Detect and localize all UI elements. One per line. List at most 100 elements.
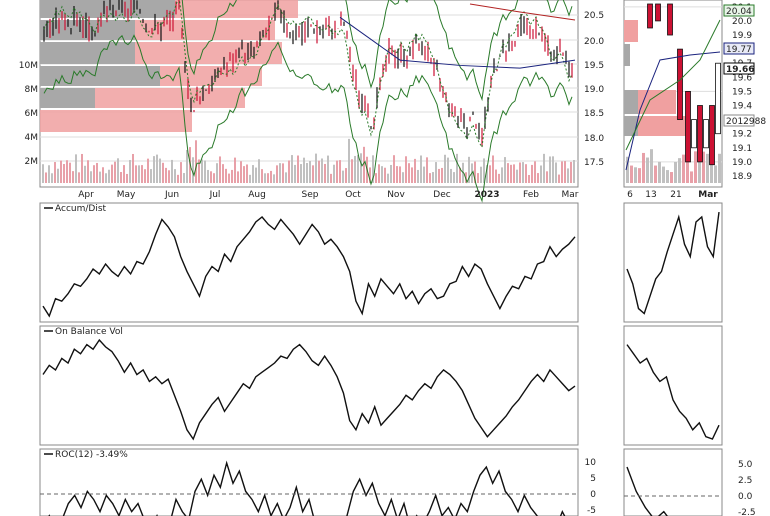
volume-bar — [132, 153, 134, 183]
volume-bar — [459, 167, 461, 183]
x-axis-tick: Aug — [248, 190, 266, 200]
volume-y-tick: 6M — [25, 109, 39, 119]
volume-by-price-up-bar — [175, 0, 298, 18]
volume-bar — [66, 160, 68, 183]
price-y-tick: 17.5 — [584, 158, 604, 168]
indicator-line-3 — [42, 338, 576, 441]
label-volume-box — [723, 114, 755, 127]
zoom-volume-bar — [646, 157, 649, 183]
volume-bar — [537, 173, 539, 183]
volume-bar — [54, 162, 56, 183]
zoom-volume-bar — [650, 149, 653, 183]
volume-bar — [75, 154, 77, 183]
x-axis-tick: Apr — [78, 190, 94, 200]
volume-bar — [339, 160, 341, 183]
volume-bar — [384, 167, 386, 183]
volume-bar — [525, 164, 527, 183]
zoom-volume-bar — [698, 153, 701, 183]
sma50-line — [339, 16, 576, 69]
label-last-box — [723, 62, 755, 75]
volume-bar — [156, 154, 158, 183]
x-axis-tick: Jul — [209, 190, 221, 200]
volume-bar — [393, 155, 395, 183]
lower-band-line — [43, 34, 573, 203]
zoom-volume-by-price-bar — [624, 116, 638, 136]
zoom-indicator-line-2 — [626, 211, 720, 315]
middle-band-line — [43, 0, 573, 149]
volume-bar — [456, 153, 458, 183]
zoom-x-tick: 21 — [670, 190, 681, 200]
volume-bar — [477, 173, 479, 183]
volume-bar — [396, 166, 398, 183]
volume-bar — [48, 165, 50, 183]
volume-bar — [519, 162, 521, 183]
volume-bar — [123, 165, 125, 183]
volume-bar — [288, 160, 290, 183]
volume-bar — [357, 154, 359, 183]
label-volume: 2012988 — [726, 117, 766, 127]
price-y-tick: 18.0 — [584, 134, 604, 144]
volume-bar — [420, 155, 422, 183]
zoom-volume-by-price-bar — [624, 90, 638, 114]
volume-bar — [381, 166, 383, 183]
volume-bar — [270, 170, 272, 183]
volume-bar — [96, 162, 98, 183]
volume-bar — [309, 161, 311, 183]
volume-by-price-down-bar — [40, 66, 160, 86]
x-axis-tick: Dec — [433, 190, 450, 200]
volume-by-price-down-bar — [40, 42, 135, 64]
volume-bar — [333, 164, 335, 183]
volume-bar — [204, 160, 206, 183]
volume-bar — [273, 174, 275, 183]
volume-bar — [237, 171, 239, 183]
volume-bar — [210, 171, 212, 183]
volume-bar — [126, 173, 128, 183]
zoom-y-tick: 19.4 — [732, 102, 752, 112]
volume-bar — [84, 165, 86, 183]
volume-bar — [111, 164, 113, 183]
volume-bar — [144, 169, 146, 183]
volume-bar — [300, 164, 302, 183]
volume-bar — [216, 163, 218, 183]
volume-bar — [414, 158, 416, 183]
volume-bar — [522, 162, 524, 183]
volume-bar — [252, 165, 254, 183]
zoom-volume-bar — [654, 165, 657, 183]
volume-bar — [225, 168, 227, 183]
volume-bar — [348, 138, 350, 183]
label-mid: 19.77 — [726, 45, 752, 55]
zoom-volume-bar — [706, 153, 709, 183]
volume-bar — [342, 170, 344, 183]
volume-bar — [417, 169, 419, 183]
zoom-roc-y-tick: 5.0 — [738, 460, 753, 470]
volume-bar — [72, 171, 74, 183]
label-mid-box — [723, 42, 755, 55]
volume-bar — [441, 167, 443, 183]
volume-bar — [207, 169, 209, 183]
volume-bar — [426, 157, 428, 183]
volume-bar — [261, 169, 263, 183]
volume-bar — [444, 154, 446, 183]
volume-bar — [42, 164, 44, 183]
volume-bar — [453, 172, 455, 183]
zoom-volume-bar — [710, 157, 713, 183]
volume-bar — [165, 167, 167, 183]
volume-bar — [501, 167, 503, 183]
volume-y-tick: 8M — [25, 85, 39, 95]
panel-frame-1-3 — [623, 448, 723, 516]
volume-bar — [423, 166, 425, 183]
volume-by-price-up-bar — [95, 88, 245, 108]
zoom-candle — [697, 105, 703, 163]
volume-bar — [528, 174, 530, 183]
volume-bar — [429, 173, 431, 183]
volume-bar — [60, 160, 62, 183]
zoom-volume-bar — [682, 154, 685, 183]
volume-bar — [63, 164, 65, 183]
volume-bar — [315, 153, 317, 183]
zoom-volume-bar — [678, 158, 681, 183]
panel-frame-0-3 — [39, 448, 579, 516]
volume-bar — [558, 174, 560, 183]
volume-bar — [450, 168, 452, 183]
volume-bar — [549, 156, 551, 183]
